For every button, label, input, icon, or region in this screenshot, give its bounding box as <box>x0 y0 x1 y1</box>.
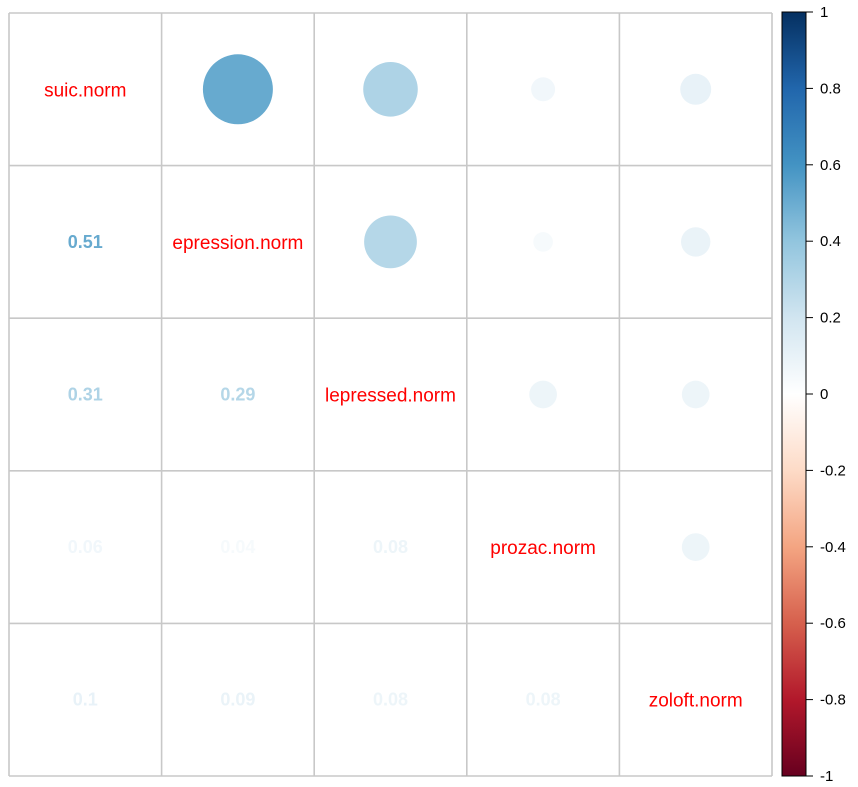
correlation-value: 0.31 <box>68 385 103 405</box>
correlation-circle <box>529 380 557 409</box>
correlation-circle <box>364 215 417 269</box>
correlation-value: 0.08 <box>373 690 408 710</box>
correlation-value: 0.29 <box>220 385 255 405</box>
colorbar-tick-label: 0.8 <box>820 80 841 97</box>
correlation-value: 0.1 <box>73 690 98 710</box>
correlation-value: 0.09 <box>220 690 255 710</box>
correlation-value: 0.51 <box>68 232 103 252</box>
variable-label: epression.norm <box>172 233 303 254</box>
colorbar-tick-label: 0.4 <box>820 233 841 250</box>
colorbar-tick-label: -0.4 <box>820 539 846 556</box>
colorbar-tick-label: -1 <box>820 768 833 785</box>
correlation-value: 0.08 <box>526 690 561 710</box>
correlation-circle <box>681 227 711 257</box>
correlation-circle <box>363 62 418 117</box>
colorbar-tick-label: 0.6 <box>820 157 841 174</box>
colorbar-tick-label: 0.2 <box>820 310 841 327</box>
correlation-value: 0.08 <box>373 537 408 557</box>
colorbar-tick-label: -0.2 <box>820 462 846 479</box>
colorbar <box>781 11 807 777</box>
color-legend: 1 0.8 0.6 0.4 0.2 0 -0.2 -0.4 -0.6 -0.8 -1 <box>781 4 846 785</box>
colorbar-tick-label: -0.6 <box>820 615 846 632</box>
colorbar-tick-label: 1 <box>820 4 828 21</box>
variable-label: suic.norm <box>44 80 126 101</box>
correlation-circle <box>680 73 712 105</box>
correlation-value: 0.04 <box>220 537 255 557</box>
correlation-value: 0.06 <box>68 537 103 557</box>
correlation-circle <box>681 533 710 561</box>
correlation-circle <box>531 77 556 102</box>
correlation-marks: suic.norm 0.51 epression.norm 0.31 0.29 lepre… <box>44 54 743 712</box>
variable-label: prozac.norm <box>490 538 596 559</box>
variable-label: lepressed.norm <box>325 386 456 407</box>
correlation-circle <box>202 54 273 125</box>
colorbar-tick-label: -0.8 <box>820 692 846 709</box>
variable-label: zoloft.norm <box>649 691 743 712</box>
grid <box>8 12 773 777</box>
correlation-circle <box>681 380 710 409</box>
colorbar-tick-label: 0 <box>820 386 828 403</box>
correlation-circle <box>533 232 553 252</box>
